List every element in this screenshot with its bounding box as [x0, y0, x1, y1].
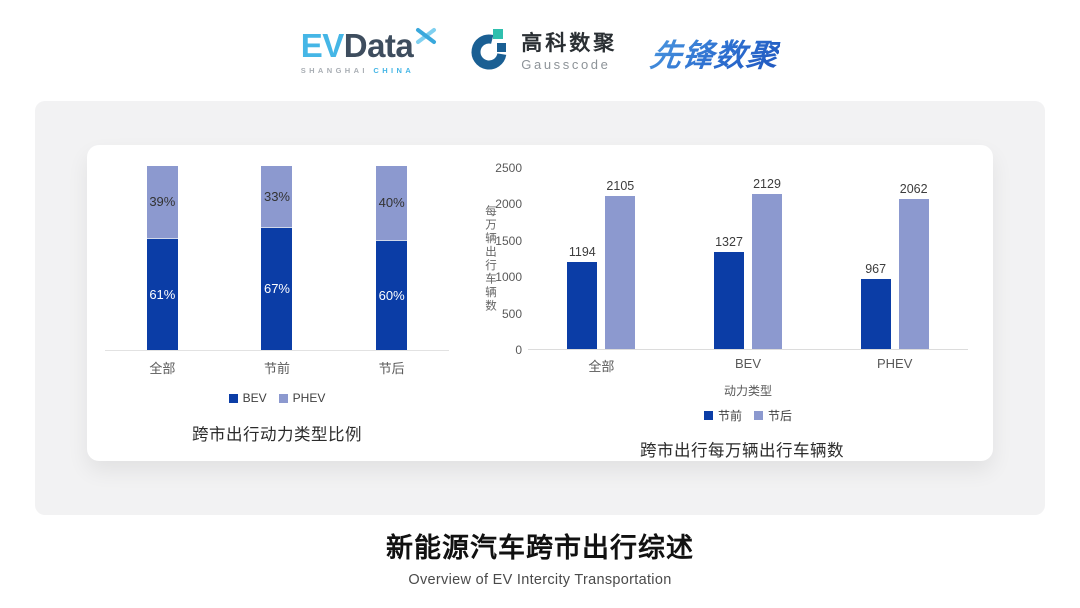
stacked-bar-segment: 61% [146, 237, 178, 350]
grouped-chart-legend-item: 节前 [703, 407, 742, 424]
stacked-bar-segment: 39% [146, 166, 178, 238]
grouped-chart: 每万辆出行车辆数 0 500 1000 1500 2000 2500 1194 2105 13… [482, 161, 978, 461]
grouped-chart-legend-label: 节前 [717, 409, 742, 423]
charts-panel: 39% 61% 33% 67% 40% 60% 全部 节前 节后 BEV PHEV 跨市出行动力… [87, 145, 993, 461]
grouped-bar-value-label: 2062 [899, 181, 928, 196]
stacked-chart-category-label: 节后 [378, 361, 405, 376]
stacked-chart-legend-item: BEV [228, 391, 267, 405]
grouped-bar-group: 967 2062 [821, 182, 968, 349]
grouped-chart-below: 全部 BEV PHEV 动力类型 节前 节后 跨市出行每万辆出行车辆数 [482, 350, 978, 461]
pioneer-logo: 先锋数聚 [648, 30, 782, 75]
grouped-chart-categories: 全部 BEV PHEV [528, 356, 968, 375]
grouped-bar [898, 198, 929, 349]
grouped-bar-group: 1327 2129 [675, 177, 822, 349]
evdata-data-text: Data [343, 27, 414, 64]
gausscode-logo: 高科数聚 Gausscode [469, 28, 617, 77]
grouped-bar-wrap: 2062 [898, 181, 929, 349]
stacked-chart-legend-item: PHEV [278, 391, 326, 405]
evdata-logo: EV Data SHANGHAI CHINA [300, 27, 437, 75]
header: EV Data SHANGHAI CHINA 高科数聚 Gausscode 先锋数… [0, 16, 1080, 88]
stacked-chart-legend-label: BEV [242, 391, 267, 405]
grouped-bar-value-label: 1194 [568, 245, 596, 260]
stacked-bar: 40% 60% [376, 166, 408, 350]
grouped-bar-wrap: 967 [860, 261, 891, 349]
grouped-bar-value-label: 2129 [753, 177, 781, 192]
gausscode-g-icon [469, 28, 511, 77]
grouped-bar-value-label: 1327 [715, 235, 743, 250]
dashboard-card: 39% 61% 33% 67% 40% 60% 全部 节前 节后 BEV PHEV 跨市出行动力… [35, 101, 1045, 515]
evdata-wordmark: EV Data [300, 27, 437, 64]
grouped-chart-y-tick: 1500 [495, 233, 522, 248]
gausscode-text: 高科数聚 Gausscode [521, 32, 617, 71]
stacked-bar-segment: 33% [261, 166, 293, 227]
grouped-chart-y-tick: 2000 [495, 197, 522, 212]
evdata-china-text: CHINA [373, 66, 415, 75]
grouped-chart-y-tick: 0 [515, 343, 522, 357]
grouped-chart-y-tick: 2500 [495, 161, 522, 175]
stacked-chart-legend: BEV PHEV [105, 391, 449, 405]
grouped-chart-y-ticks: 0 500 1000 1500 2000 2500 [495, 161, 528, 357]
grouped-chart-title: 跨市出行每万辆出行车辆数 [640, 442, 844, 460]
grouped-chart-plot: 1194 2105 1327 2129 967 2062 [528, 167, 968, 350]
grouped-chart-legend-label: 节后 [768, 409, 793, 423]
grouped-chart-category-label: 全部 [588, 359, 615, 374]
grouped-chart-legend: 节前 节后 [528, 407, 968, 424]
footer: 新能源汽车跨市出行综述 Overview of EV Intercity Tra… [0, 526, 1080, 588]
grouped-bar [567, 262, 598, 349]
stacked-bar-segment: 60% [376, 239, 408, 350]
grouped-bar [605, 195, 636, 349]
page-subtitle: Overview of EV Intercity Transportation [408, 572, 672, 588]
evdata-shanghai-text: SHANGHAI [300, 66, 368, 75]
evdata-x-icon [415, 17, 437, 50]
gausscode-cn-text: 高科数聚 [521, 32, 618, 56]
grouped-chart-x-axis-label: 动力类型 [723, 384, 772, 398]
grouped-bar-value-label: 2105 [606, 178, 635, 193]
gausscode-en-text: Gausscode [521, 56, 611, 72]
stacked-bar: 33% 67% [261, 166, 293, 350]
grouped-bar [714, 252, 744, 349]
grouped-bar-wrap: 1194 [567, 245, 598, 349]
grouped-chart-legend-swatch [754, 411, 763, 420]
stacked-bar-segment: 40% [376, 166, 408, 240]
grouped-bar-wrap: 2105 [605, 178, 636, 349]
grouped-bar-group: 1194 2105 [528, 179, 675, 349]
stacked-chart-categories: 全部 节前 节后 [105, 358, 449, 377]
stacked-bar: 39% 61% [146, 166, 178, 350]
stacked-chart-legend-swatch [278, 393, 288, 403]
grouped-chart-category-label: BEV [735, 356, 762, 371]
grouped-chart-legend-item: 节后 [754, 407, 792, 424]
grouped-chart-y-axis-label: 每万辆出行车辆数 [484, 204, 496, 313]
stacked-chart-legend-label: PHEV [292, 391, 326, 405]
stacked-chart-title: 跨市出行动力类型比例 [192, 426, 362, 444]
grouped-bar-value-label: 967 [865, 261, 887, 276]
grouped-bar [752, 194, 782, 349]
stacked-chart-category-label: 全部 [149, 361, 176, 376]
grouped-chart-y-tick: 500 [501, 306, 522, 321]
evdata-subtext: SHANGHAI CHINA [301, 66, 414, 75]
stacked-chart-plot: 39% 61% 33% 67% 40% 60% [105, 166, 449, 351]
grouped-chart-legend-swatch [703, 411, 713, 420]
page-title: 新能源汽车跨市出行综述 [386, 533, 694, 563]
stacked-chart: 39% 61% 33% 67% 40% 60% 全部 节前 节后 BEV PHEV 跨市出行动力… [105, 166, 449, 445]
stacked-chart-category-label: 节前 [264, 361, 291, 376]
stacked-bar-segment: 67% [261, 226, 293, 350]
stacked-chart-legend-swatch [228, 393, 238, 403]
grouped-bar-wrap: 2129 [752, 177, 782, 349]
grouped-chart-y-tick: 1000 [495, 270, 522, 285]
grouped-chart-category-label: PHEV [876, 356, 913, 371]
grouped-bar-wrap: 1327 [714, 235, 744, 349]
evdata-ev-text: EV [300, 27, 345, 64]
grouped-bar [860, 278, 891, 349]
